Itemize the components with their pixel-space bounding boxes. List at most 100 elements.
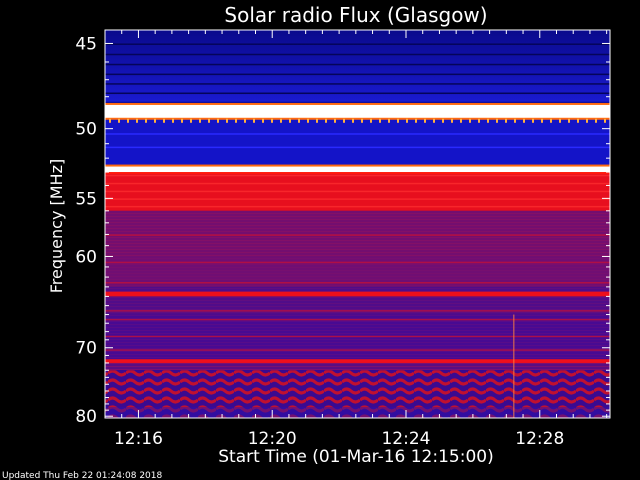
peak-speckle [343, 118, 345, 123]
peak-speckle [280, 118, 282, 123]
peak-speckle [523, 118, 525, 123]
band-line [105, 335, 610, 338]
peak-speckle [145, 118, 147, 123]
updated-footer: Updated Thu Feb 22 01:24:08 2018 [2, 471, 163, 480]
band-line [105, 234, 610, 236]
y-tick-label: 55 [75, 189, 97, 209]
peak-speckle [379, 118, 381, 123]
y-tick-label: 60 [75, 247, 97, 267]
peak-speckle [136, 118, 138, 123]
band-stripe [105, 133, 610, 135]
x-tick-label: 12:28 [515, 429, 564, 449]
band-stripe [105, 205, 610, 208]
peak-speckle [424, 118, 426, 123]
band-stripe [105, 92, 610, 95]
peak-speckle [595, 118, 597, 123]
peak-speckle [298, 118, 300, 123]
chart-title: Solar radio Flux (Glasgow) [224, 3, 487, 27]
peak-speckle [505, 118, 507, 123]
peak-speckle [577, 118, 579, 123]
peak-speckle [541, 118, 543, 123]
peak-speckle [586, 118, 588, 123]
y-tick-label: 45 [75, 34, 97, 54]
peak-speckle [487, 118, 489, 123]
peak-speckle [271, 118, 273, 123]
peak-speckle [208, 118, 210, 123]
peak-speckle [433, 118, 435, 123]
x-axis-label: Start Time (01-Mar-16 12:15:00) [218, 447, 493, 467]
band-high [105, 359, 610, 363]
peak-speckle [514, 118, 516, 123]
peak-speckle [451, 118, 453, 123]
peak-speckle [172, 118, 174, 123]
y-axis-label: Frequency [MHz] [47, 159, 66, 293]
peak-speckle [289, 118, 291, 123]
band-stripe [105, 53, 610, 56]
peak-speckle [109, 118, 111, 123]
band-line [105, 261, 610, 264]
band-blue-mid [105, 117, 610, 166]
band-bottom-blue [105, 407, 610, 418]
band-stripe [105, 174, 610, 177]
band-stripe [105, 190, 610, 193]
peak-speckle [199, 118, 201, 123]
peak-speckle [118, 118, 120, 123]
peak-speckle [361, 118, 363, 123]
band-stripe [105, 83, 610, 85]
peak-speckle [217, 118, 219, 123]
band-line [105, 310, 610, 312]
band-stripe [105, 63, 610, 66]
peak-speckle [127, 118, 129, 123]
band-line [105, 318, 610, 321]
peak-speckle [244, 118, 246, 123]
peak-speckle [352, 118, 354, 123]
band-stripe [105, 182, 610, 185]
x-tick-label: 12:24 [381, 429, 430, 449]
band-line [105, 282, 610, 284]
peak-speckle [163, 118, 165, 123]
band-line [105, 349, 610, 351]
peak-speckle [406, 118, 408, 123]
plot-frame [104, 29, 611, 419]
y-tick-label: 80 [75, 407, 97, 427]
band-stripe [105, 43, 610, 45]
peak-speckle [460, 118, 462, 123]
peak-speckle [397, 118, 399, 123]
vertical-artifact [513, 314, 515, 418]
peak-speckle [559, 118, 561, 123]
peak-speckle [181, 118, 183, 123]
peak-speckle [478, 118, 480, 123]
peak-speckle [568, 118, 570, 123]
y-tick-label: 50 [75, 120, 97, 140]
x-tick-label: 12:16 [114, 429, 163, 449]
peak-speckle [469, 118, 471, 123]
peak-speckle [253, 118, 255, 123]
peak-speckle [532, 118, 534, 123]
peak-speckle [334, 118, 336, 123]
y-tick-label: 70 [75, 339, 97, 359]
peak-speckle [604, 118, 606, 123]
peak-speckle [154, 118, 156, 123]
peak-speckle [370, 118, 372, 123]
band-stripe [105, 198, 610, 200]
peak-speckle [262, 118, 264, 123]
band-high [105, 291, 610, 297]
x-tick-label: 12:20 [248, 429, 297, 449]
peak-speckle [226, 118, 228, 123]
peak-speckle [415, 118, 417, 123]
peak-speckle [325, 118, 327, 123]
band-stripe [105, 73, 610, 76]
peak-speckle [496, 118, 498, 123]
band-stripe [105, 146, 610, 149]
peak-speckle [235, 118, 237, 123]
peak-speckle [550, 118, 552, 123]
peak-speckle [316, 118, 318, 123]
heatmap-area [105, 30, 610, 418]
peak-speckle [190, 118, 192, 123]
band-peak [105, 104, 610, 118]
peak-speckle [307, 118, 309, 123]
peak-speckle [388, 118, 390, 123]
band-blue-top [105, 30, 610, 102]
peak-speckle [442, 118, 444, 123]
